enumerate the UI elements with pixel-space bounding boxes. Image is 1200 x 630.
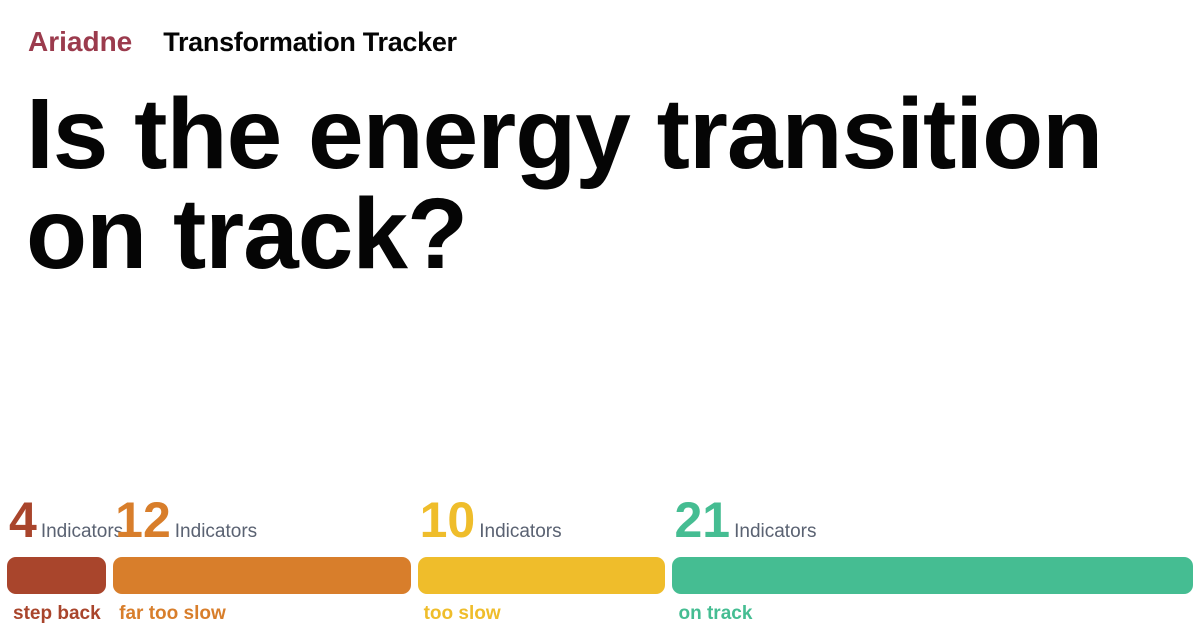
indicator-status-bar: 4 Indicators step back 12 Indicators far… <box>7 492 1194 624</box>
page-title-line-1: Is the energy transition <box>26 78 1103 190</box>
indicator-status-label: step back <box>13 603 101 624</box>
indicator-bar <box>417 557 666 594</box>
indicator-count: 4 <box>9 492 37 548</box>
indicator-count-row: 4 Indicators <box>7 492 123 548</box>
indicator-group-far-too-slow: 12 Indicators far too slow <box>113 492 411 624</box>
indicator-bar <box>7 557 107 594</box>
page-title-line-2: on track? <box>26 178 468 290</box>
indicator-status-label: far too slow <box>119 603 226 624</box>
indicator-group-too-slow: 10 Indicators too slow <box>417 492 666 624</box>
indicator-status-label: too slow <box>423 603 501 624</box>
indicator-count-row: 12 Indicators <box>113 492 410 548</box>
indicator-count: 12 <box>115 492 171 548</box>
indicator-group-on-track: 21 Indicators on track <box>672 492 1194 624</box>
brand-product-name: Transformation Tracker <box>163 27 457 57</box>
indicator-count-row: 10 Indicators <box>418 492 666 548</box>
indicator-count: 21 <box>674 492 731 548</box>
indicator-unit-label: Indicators <box>734 521 817 542</box>
indicator-group-step-back: 4 Indicators step back <box>7 492 123 624</box>
header: Ariadne Transformation Tracker <box>28 26 457 58</box>
indicator-unit-label: Indicators <box>174 521 258 542</box>
brand-logo: Ariadne <box>28 26 133 57</box>
indicator-unit-label: Indicators <box>479 521 562 542</box>
page-title: Is the energy transition on track? <box>26 78 1103 290</box>
indicator-count-row: 21 Indicators <box>672 492 1193 548</box>
indicator-bar <box>113 557 411 594</box>
indicator-unit-label: Indicators <box>40 521 124 542</box>
indicator-bar <box>672 557 1194 594</box>
indicator-count: 10 <box>419 492 476 548</box>
indicator-status-label: on track <box>678 603 753 624</box>
